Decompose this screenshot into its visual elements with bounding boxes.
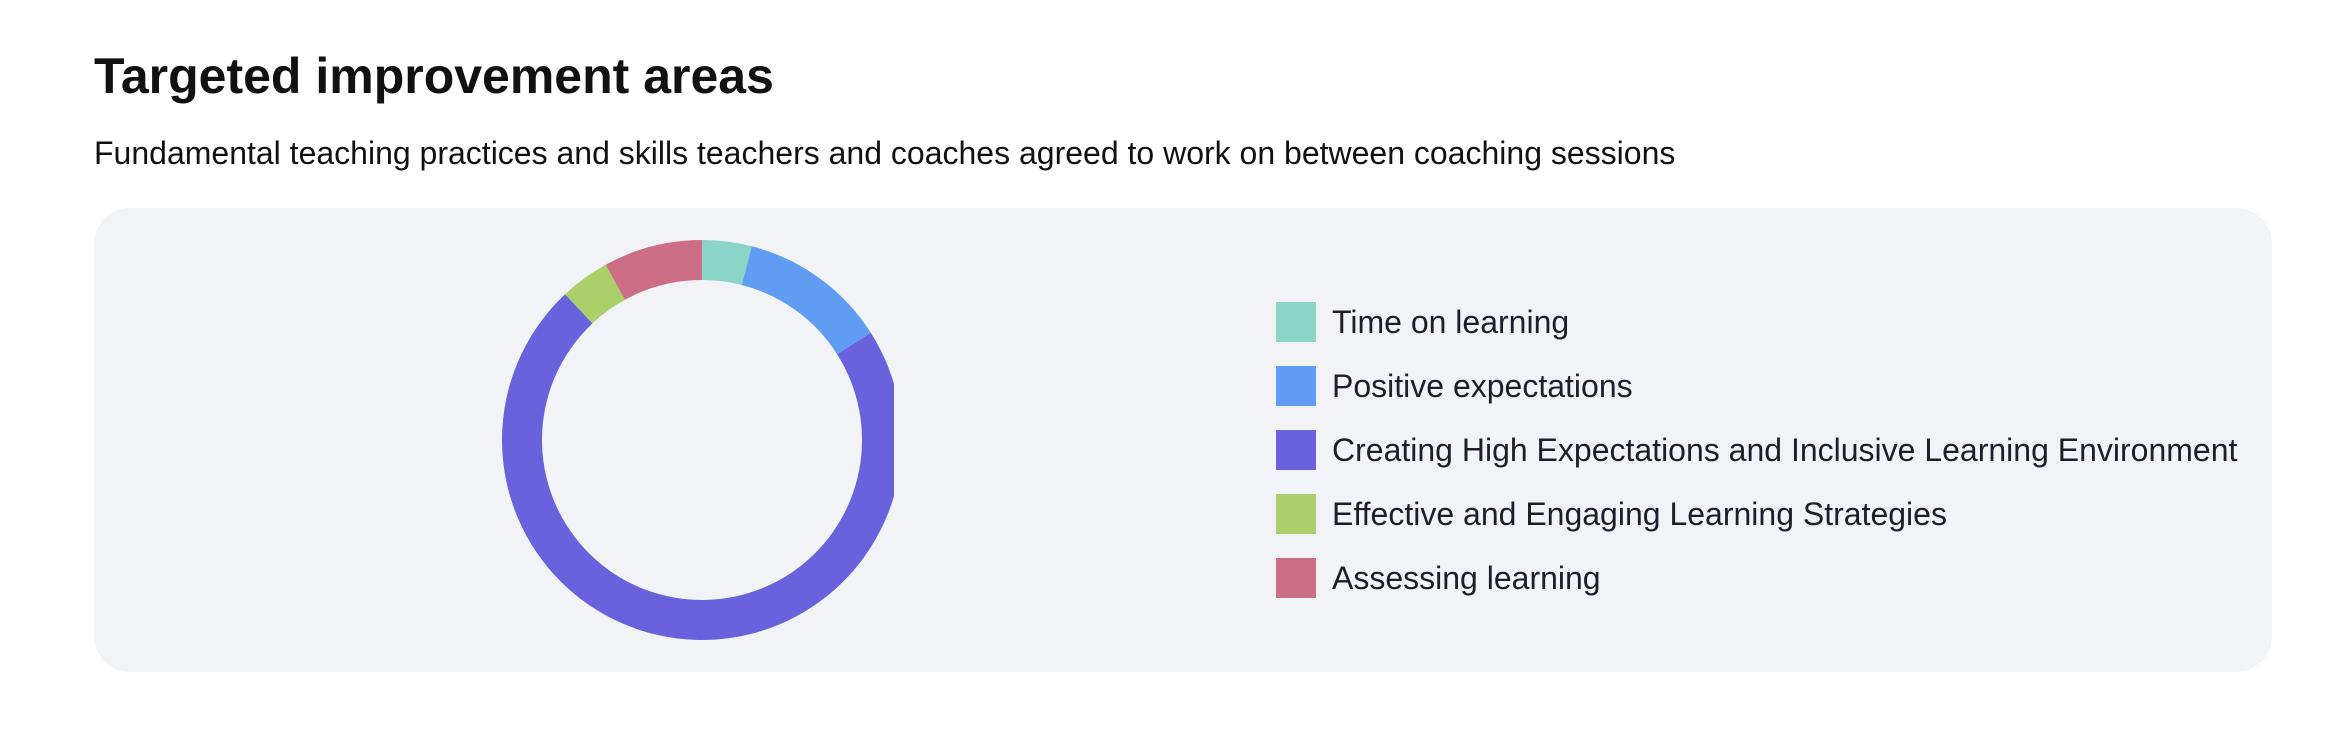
donut-slice-1[interactable] [741,246,871,355]
legend-swatch [1276,558,1316,598]
chart-card: Time on learning Positive expectations Cre… [94,208,2272,672]
legend-item[interactable]: Assessing learning [1276,546,2237,610]
legend-item[interactable]: Creating High Expectations and Inclusive… [1276,418,2237,482]
legend-item[interactable]: Time on learning [1276,290,2237,354]
donut-slice-0[interactable] [702,240,752,286]
legend-swatch [1276,302,1316,342]
page-subtitle: Fundamental teaching practices and skill… [94,135,1676,171]
legend-label: Assessing learning [1332,560,1601,596]
donut-chart [502,240,894,640]
chart-legend: Time on learning Positive expectations Cre… [1276,290,2237,610]
legend-swatch [1276,494,1316,534]
page-title: Targeted improvement areas [94,48,774,104]
legend-label: Positive expectations [1332,368,1633,404]
legend-label: Time on learning [1332,304,1570,340]
legend-label: Creating High Expectations and Inclusive… [1332,432,2238,468]
legend-swatch [1276,430,1316,470]
legend-item[interactable]: Positive expectations [1276,354,2237,418]
donut-slice-4[interactable] [605,240,702,300]
donut-slice-3[interactable] [565,264,625,324]
legend-label: Effective and Engaging Learning Strategi… [1332,496,1947,532]
legend-item[interactable]: Effective and Engaging Learning Strategi… [1276,482,2237,546]
legend-swatch [1276,366,1316,406]
donut-slice-2[interactable] [502,294,894,640]
